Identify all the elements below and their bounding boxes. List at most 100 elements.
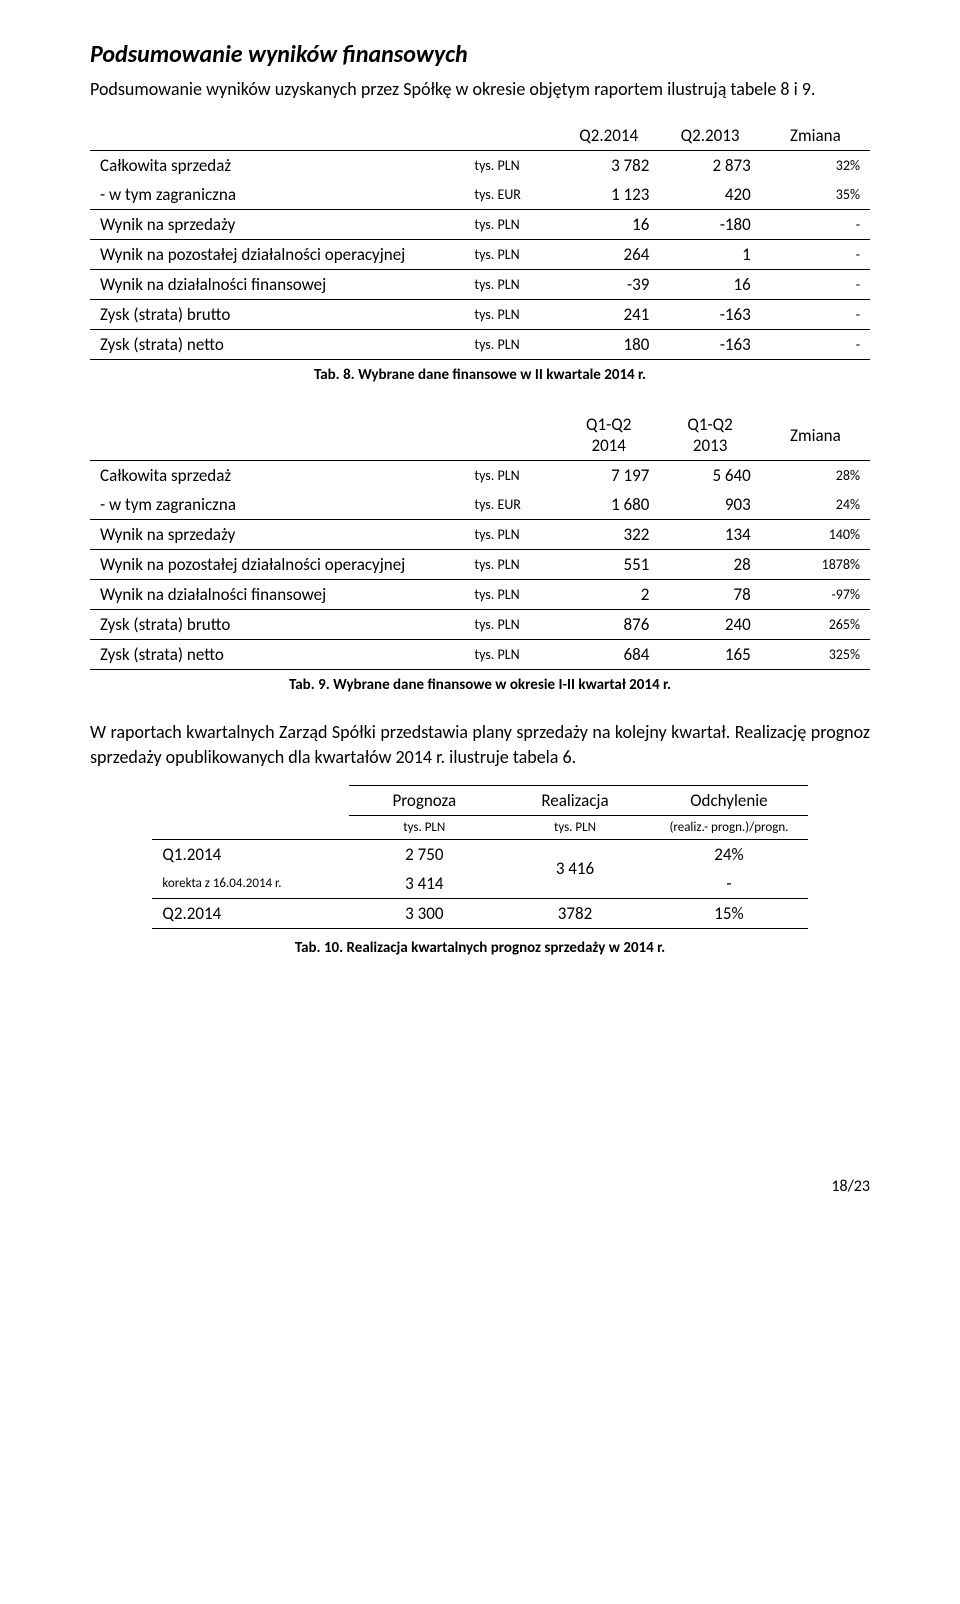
t1-row-v1: 180 (558, 330, 659, 360)
t2-row-chg: 1878% (761, 550, 870, 580)
t2-row-unit: tys. PLN (464, 520, 558, 550)
t1-row-unit: tys. PLN (464, 240, 558, 270)
t2-header-c1b: 2014 (591, 435, 625, 456)
t2-header-c1: Q1-Q2 2014 (558, 410, 659, 461)
t2-row-label: Wynik na sprzedaży (90, 520, 464, 550)
table-row: - w tym zagranicznatys. EUR1 12342035% (90, 180, 870, 210)
table-row: Wynik na pozostałej działalności operacy… (90, 240, 870, 270)
table-row: Wynik na sprzedażytys. PLN16-180- (90, 210, 870, 240)
t1-row-v1: 3 782 (558, 151, 659, 181)
table-row: Wynik na pozostałej działalności operacy… (90, 550, 870, 580)
t1-row-chg: - (761, 300, 870, 330)
intro-paragraph: Podsumowanie wyników uzyskanych przez Sp… (90, 77, 870, 101)
t1-row-chg: 35% (761, 180, 870, 210)
table-row: Wynik na działalności finansowejtys. PLN… (90, 580, 870, 610)
t1-row-v1: 264 (558, 240, 659, 270)
t1-header-c1: Q2.2014 (558, 121, 659, 151)
t2-row-label: Zysk (strata) netto (90, 640, 464, 670)
table-row: Zysk (strata) nettotys. PLN180-163- (90, 330, 870, 360)
t1-row-label: Zysk (strata) netto (90, 330, 464, 360)
table-row: Całkowita sprzedażtys. PLN7 1975 64028% (90, 461, 870, 491)
t2-row-v2: 28 (659, 550, 760, 580)
table2-caption: Tab. 9. Wybrane dane finansowe w okresie… (90, 676, 870, 694)
t2-header-c2a: Q1-Q2 (687, 414, 732, 435)
t1-row-unit: tys. PLN (464, 270, 558, 300)
t3-q1-dev1: 24% (650, 839, 807, 869)
t2-row-v1: 551 (558, 550, 659, 580)
t3-q1-real: 3 416 (500, 839, 651, 898)
table1-caption: Tab. 8. Wybrane dane finansowe w II kwar… (90, 366, 870, 384)
t1-row-chg: - (761, 210, 870, 240)
table-row: Wynik na sprzedażytys. PLN322134140% (90, 520, 870, 550)
t1-row-label: Zysk (strata) brutto (90, 300, 464, 330)
t3-q1-prog1: 2 750 (349, 839, 500, 869)
t1-row-chg: - (761, 270, 870, 300)
t1-row-label: Całkowita sprzedaż (90, 151, 464, 181)
t2-row-v2: 165 (659, 640, 760, 670)
t3-header-c1: Prognoza (349, 785, 500, 815)
table-forecast: Prognoza Realizacja Odchylenie tys. PLN … (152, 785, 807, 929)
t2-row-label: Wynik na działalności finansowej (90, 580, 464, 610)
t3-subheader-c1: tys. PLN (349, 815, 500, 839)
t2-row-unit: tys. PLN (464, 550, 558, 580)
t2-header-c2b: 2013 (693, 435, 727, 456)
table-row: Zysk (strata) bruttotys. PLN241-163- (90, 300, 870, 330)
t2-header-c1a: Q1-Q2 (586, 414, 631, 435)
t1-row-v2: 16 (659, 270, 760, 300)
t3-subheader-c3: (realiz.- progn.)/progn. (650, 815, 807, 839)
t2-row-v2: 134 (659, 520, 760, 550)
table-row: Zysk (strata) bruttotys. PLN876240265% (90, 610, 870, 640)
t1-row-unit: tys. PLN (464, 300, 558, 330)
t2-row-unit: tys. PLN (464, 640, 558, 670)
table-q2: Q2.2014 Q2.2013 Zmiana Całkowita sprzeda… (90, 121, 870, 360)
t1-row-chg: 32% (761, 151, 870, 181)
t2-header-c2: Q1-Q2 2013 (659, 410, 760, 461)
t3-header-c2: Realizacja (500, 785, 651, 815)
t1-row-unit: tys. EUR (464, 180, 558, 210)
t1-row-v1: 1 123 (558, 180, 659, 210)
t1-row-v2: 420 (659, 180, 760, 210)
t2-row-label: Wynik na pozostałej działalności operacy… (90, 550, 464, 580)
t2-row-unit: tys. EUR (464, 490, 558, 520)
t2-row-label: Całkowita sprzedaż (90, 461, 464, 491)
t2-row-v1: 1 680 (558, 490, 659, 520)
t2-row-v1: 684 (558, 640, 659, 670)
t1-header-c3: Zmiana (761, 121, 870, 151)
t1-row-v1: 241 (558, 300, 659, 330)
t1-row-label: Wynik na sprzedaży (90, 210, 464, 240)
t2-row-unit: tys. PLN (464, 461, 558, 491)
t1-row-label: Wynik na pozostałej działalności operacy… (90, 240, 464, 270)
t2-row-chg: 140% (761, 520, 870, 550)
t2-row-chg: 325% (761, 640, 870, 670)
t1-row-v1: 16 (558, 210, 659, 240)
t2-row-unit: tys. PLN (464, 580, 558, 610)
t1-row-label: Wynik na działalności finansowej (90, 270, 464, 300)
t2-row-unit: tys. PLN (464, 610, 558, 640)
t2-row-chg: -97% (761, 580, 870, 610)
table-row: Całkowita sprzedażtys. PLN3 7822 87332% (90, 151, 870, 181)
table-q1q2: Q1-Q2 2014 Q1-Q2 2013 Zmiana Całkowita s… (90, 410, 870, 670)
t1-header-c2: Q2.2013 (659, 121, 760, 151)
body-paragraph: W raportach kwartalnych Zarząd Spółki pr… (90, 720, 870, 769)
table3-caption: Tab. 10. Realizacja kwartalnych prognoz … (90, 939, 870, 957)
table-row: - w tym zagranicznatys. EUR1 68090324% (90, 490, 870, 520)
t3-q2-prog: 3 300 (349, 898, 500, 928)
t2-row-v1: 2 (558, 580, 659, 610)
t2-row-v2: 78 (659, 580, 760, 610)
t3-subheader-c2: tys. PLN (500, 815, 651, 839)
t3-q2-dev: 15% (650, 898, 807, 928)
t2-row-v1: 322 (558, 520, 659, 550)
t1-row-unit: tys. PLN (464, 330, 558, 360)
t2-row-v1: 876 (558, 610, 659, 640)
t3-header-c3: Odchylenie (650, 785, 807, 815)
t3-q2-real: 3782 (500, 898, 651, 928)
t2-row-chg: 265% (761, 610, 870, 640)
t3-q1-label: Q1.2014 (152, 839, 349, 869)
t1-row-unit: tys. PLN (464, 210, 558, 240)
t1-row-v2: 2 873 (659, 151, 760, 181)
t3-q2-label: Q2.2014 (152, 898, 349, 928)
page-number: 18/23 (90, 1177, 870, 1196)
t2-row-label: - w tym zagraniczna (90, 490, 464, 520)
t1-row-v2: -180 (659, 210, 760, 240)
t1-row-chg: - (761, 330, 870, 360)
